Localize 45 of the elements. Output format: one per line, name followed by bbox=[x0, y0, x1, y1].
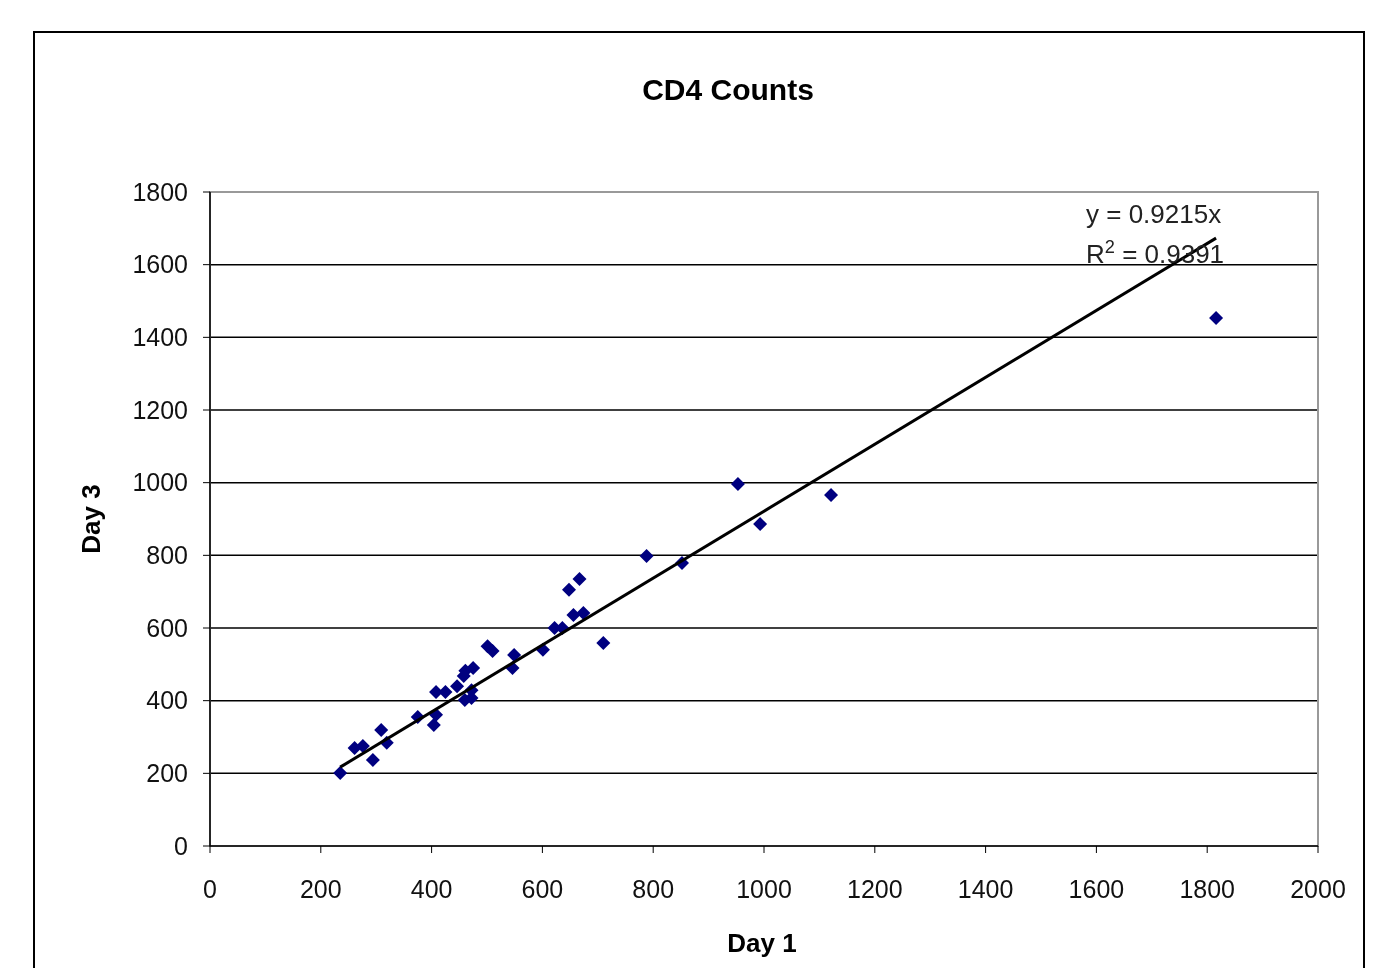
x-tick-label: 2000 bbox=[1290, 875, 1346, 903]
y-tick-label: 0 bbox=[174, 831, 188, 860]
point bbox=[438, 684, 453, 699]
point bbox=[1209, 311, 1224, 326]
point bbox=[566, 607, 581, 622]
point bbox=[824, 488, 839, 503]
x-tick-label: 800 bbox=[632, 875, 675, 903]
x-tick-label: 0 bbox=[203, 875, 217, 903]
point bbox=[639, 549, 654, 564]
y-tick-label: 1200 bbox=[132, 395, 188, 424]
point bbox=[426, 718, 441, 733]
y-tick-label: 1600 bbox=[132, 250, 188, 279]
y-tick-label: 200 bbox=[146, 759, 188, 788]
point bbox=[466, 660, 481, 675]
y-tick-label: 400 bbox=[146, 686, 188, 715]
point bbox=[730, 477, 745, 492]
point bbox=[485, 643, 500, 658]
x-tick-label: 600 bbox=[521, 875, 564, 903]
y-axis-title: Day 3 bbox=[76, 484, 106, 554]
x-tick-label: 1000 bbox=[736, 875, 792, 903]
point bbox=[355, 739, 370, 754]
point bbox=[561, 582, 576, 597]
x-tick-label: 1200 bbox=[846, 875, 903, 903]
point bbox=[507, 647, 522, 662]
x-tick-label: 1600 bbox=[1068, 875, 1125, 903]
point bbox=[333, 765, 348, 780]
point bbox=[576, 606, 591, 621]
y-tick-label: 600 bbox=[146, 613, 188, 642]
y-tick-label: 1000 bbox=[132, 468, 188, 497]
chart-title: CD4 Counts bbox=[642, 73, 814, 106]
x-tick-label: 1400 bbox=[957, 875, 1014, 903]
point bbox=[572, 571, 587, 586]
x-axis-title: Day 1 bbox=[727, 928, 797, 958]
point bbox=[753, 517, 768, 532]
point bbox=[450, 679, 465, 694]
y-tick-label: 1800 bbox=[132, 177, 188, 206]
point bbox=[374, 723, 389, 738]
y-tick-label: 1400 bbox=[132, 323, 188, 352]
point bbox=[596, 635, 611, 650]
x-tick-label: 200 bbox=[299, 875, 342, 903]
y-tick-label: 800 bbox=[146, 541, 188, 570]
annotation: y = 0.9215x bbox=[1086, 199, 1222, 229]
point bbox=[365, 752, 380, 767]
x-tick-label: 1800 bbox=[1179, 875, 1236, 903]
x-tick-label: 400 bbox=[410, 875, 453, 903]
